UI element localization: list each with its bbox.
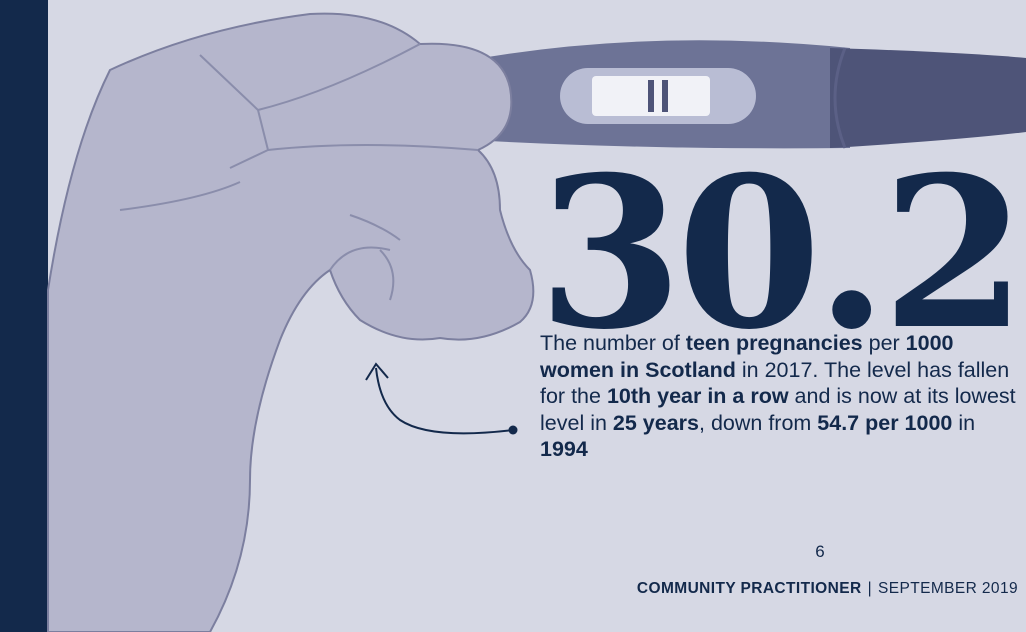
caption-text: in <box>952 410 976 435</box>
caption-text: in 2017. The level has fallen for the <box>540 357 1010 409</box>
pregnancy-test-icon <box>470 40 1026 149</box>
left-accent-bar <box>0 0 48 632</box>
statistic-caption: The number of teen pregnancies per 1000 … <box>540 330 1026 463</box>
caption-emphasis: 54.7 per 1000 <box>817 410 953 435</box>
caption-text: per <box>862 331 906 355</box>
caption-emphasis: 10th year in a row <box>606 384 789 408</box>
hand-illustration <box>47 12 535 632</box>
caption-emphasis: 1994 <box>540 437 588 461</box>
caption-text: and is now at its lowest level in <box>540 384 1016 435</box>
caption-emphasis: 25 years <box>612 410 699 435</box>
magazine-footer: COMMUNITY PRACTITIONER | SEPTEMBER 2019 <box>637 580 1018 598</box>
footer-separator: | <box>867 580 872 597</box>
caption-text: , down from <box>699 410 818 435</box>
caption-emphasis: teen pregnancies <box>685 331 863 355</box>
caption-emphasis: 1000 women in Scotland <box>540 331 954 382</box>
caption-text: The number of <box>540 331 686 355</box>
magazine-name: COMMUNITY PRACTITIONER <box>636 580 862 597</box>
issue-date: SEPTEMBER 2019 <box>878 580 1018 597</box>
page-number: 6 <box>815 542 825 561</box>
headline-statistic: 30.2 <box>538 132 1026 376</box>
curved-arrow-icon <box>365 362 518 435</box>
